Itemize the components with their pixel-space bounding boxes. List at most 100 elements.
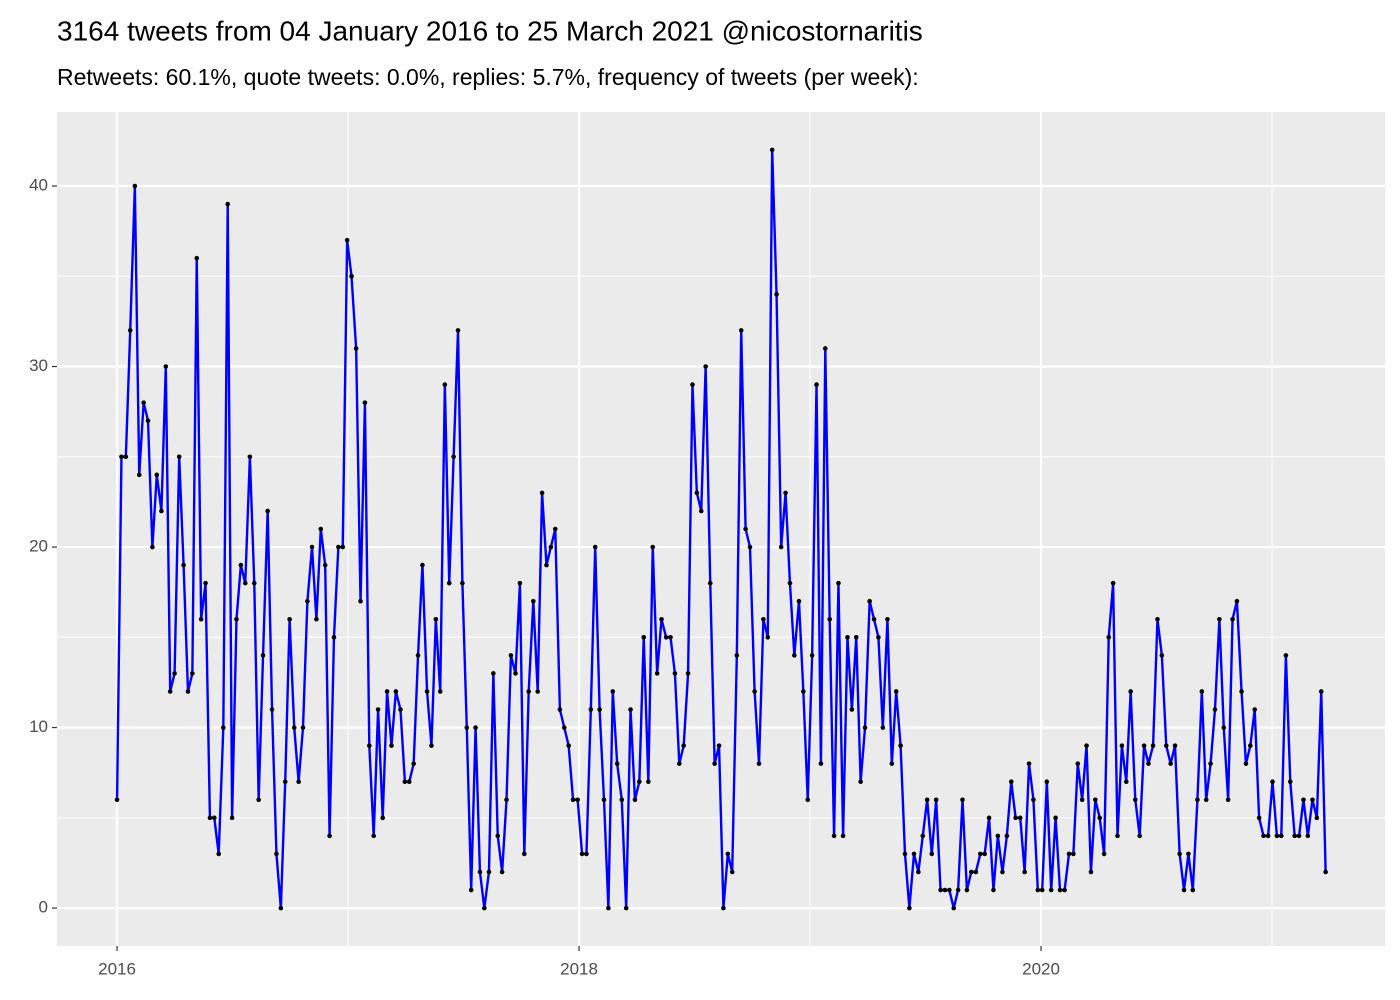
point [176,454,182,460]
point [468,887,474,893]
point [584,851,589,857]
point [163,364,169,369]
point [132,183,138,189]
point [1252,707,1258,712]
point [1318,689,1324,694]
point [867,598,872,604]
point [300,725,306,730]
point [698,508,704,514]
point [455,328,461,333]
line [115,148,1327,910]
point [305,598,310,604]
point [778,544,784,550]
point [796,598,802,604]
x-tick-label: 2020 [1022,959,1060,978]
point [1261,833,1266,839]
point [1048,887,1054,893]
point [1199,689,1205,694]
point [761,616,766,622]
point [1278,833,1284,839]
point [880,725,886,730]
point [203,580,208,586]
point [982,851,987,857]
point [1022,869,1027,875]
point [955,887,961,893]
point [212,815,217,821]
point [145,418,151,423]
point [234,616,239,622]
point [1305,833,1311,839]
point [801,689,806,694]
point [136,472,142,478]
point [840,833,846,839]
point [1123,779,1129,785]
point [384,689,390,694]
point [977,851,983,857]
point [336,544,341,550]
point [694,490,700,496]
point [552,526,558,532]
point [876,635,881,640]
point [898,743,903,748]
point [190,671,195,676]
point [269,707,275,712]
point [1008,779,1014,785]
point [1017,815,1023,821]
point [853,635,859,640]
point [154,472,160,478]
point [1208,761,1213,766]
point [225,201,231,207]
point [477,869,483,875]
point [756,761,762,766]
point [499,869,505,875]
point [367,743,372,748]
point [1234,598,1240,604]
point [314,616,319,622]
point [548,544,554,550]
point [322,562,328,568]
point [787,580,793,586]
point [167,689,173,694]
point [251,580,257,586]
point [482,905,487,911]
point [1292,833,1297,839]
point [681,743,686,748]
point [327,833,332,839]
point [1141,743,1147,748]
point [287,616,292,622]
point [531,598,536,604]
point [929,851,935,857]
point [291,725,297,730]
point [185,689,191,694]
point [411,761,416,766]
point [415,653,421,658]
point [539,490,545,496]
point [858,779,863,785]
point [1155,616,1160,622]
point [623,905,629,911]
point [349,273,354,279]
y-tick-label: 30 [29,356,48,375]
point [1163,743,1169,748]
point [968,869,974,875]
point [508,653,514,658]
point [1225,797,1231,803]
point [942,887,948,893]
point [194,255,200,261]
point [1181,887,1187,893]
point [1248,743,1253,748]
point [885,616,890,622]
point [1177,851,1182,857]
point [738,328,744,333]
point [1270,779,1275,785]
point [1314,815,1320,821]
point [504,797,509,803]
point [606,905,611,911]
point [690,382,695,387]
point [721,905,726,911]
point [663,635,669,640]
point [933,797,939,803]
point [1150,743,1156,748]
point [1190,887,1196,893]
point [712,761,717,766]
